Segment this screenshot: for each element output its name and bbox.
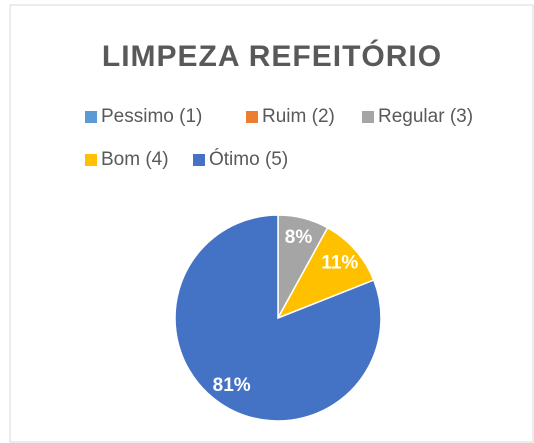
pie-slice — [276, 226, 375, 320]
legend-label: Bom (4) — [101, 149, 169, 170]
legend-swatch — [193, 154, 205, 166]
legend-swatch — [362, 111, 374, 123]
legend-label: Ótimo (5) — [209, 148, 288, 170]
legend-label: Pessimo (1) — [101, 106, 202, 127]
legend-label: Ruim (2) — [262, 106, 335, 127]
legend-label: Regular (3) — [378, 106, 473, 127]
legend-swatch — [246, 111, 258, 123]
data-label: 11% — [321, 253, 358, 274]
chart-title: LIMPEZA REFEITÓRIO — [102, 39, 442, 73]
legend-swatch — [85, 154, 97, 166]
pie-slice — [174, 214, 382, 422]
data-label: 81% — [213, 375, 251, 396]
legend-swatch — [85, 111, 97, 123]
data-label: 8% — [285, 227, 313, 248]
